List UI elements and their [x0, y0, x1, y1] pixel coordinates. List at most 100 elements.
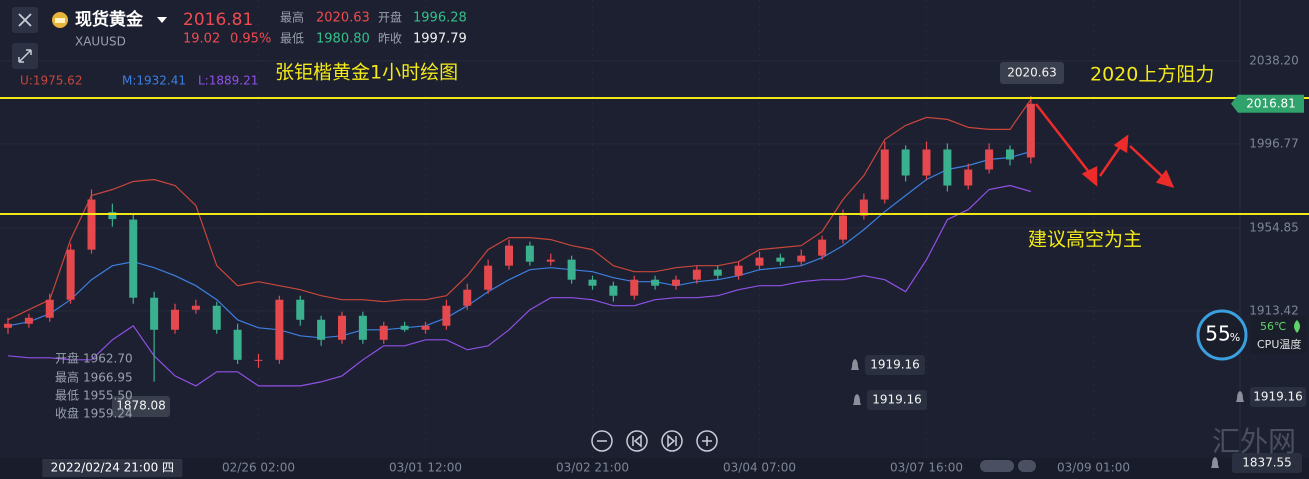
candle-body: [150, 297, 159, 330]
arrow-line: [1035, 103, 1093, 177]
zoom-out-button[interactable]: [591, 430, 613, 452]
candle-body: [191, 305, 200, 310]
scroll-start-icon: [632, 434, 642, 448]
alert-price[interactable]: 1919.16: [872, 393, 922, 407]
x-tick-label: 03/04 07:00: [723, 461, 796, 475]
pager-dot[interactable]: [1018, 460, 1036, 472]
candle-body: [275, 299, 284, 360]
x-tick-label: 02/26 02:00: [222, 461, 295, 475]
candle-body: [525, 245, 534, 262]
y-tick-label: 1996.77: [1249, 136, 1299, 150]
scroll-end-icon: [667, 434, 677, 448]
candle-body: [505, 245, 513, 266]
candle-body: [171, 309, 179, 330]
y-tick-label: 1954.85: [1249, 220, 1299, 234]
scroll-start-button[interactable]: [626, 430, 648, 452]
candle-body: [317, 319, 326, 340]
candle-body: [630, 279, 639, 296]
candle-body: [880, 149, 889, 200]
band-label: M:1932.41: [122, 74, 186, 88]
scroll-end-button[interactable]: [661, 430, 683, 452]
candle-body: [1006, 149, 1014, 160]
stat-value: 2020.63: [316, 11, 370, 26]
high-label-box: [1000, 62, 1064, 84]
alert-price[interactable]: 1837.55: [1242, 456, 1292, 470]
candle-body: [922, 149, 931, 176]
candle-body: [358, 315, 367, 340]
candle-body: [129, 219, 138, 298]
bell-icon: [851, 359, 859, 370]
bell-icon: [1211, 457, 1219, 468]
alert-price[interactable]: 1919.16: [1253, 390, 1303, 404]
cpu-widget: 55 % 56℃ CPU温度: [1196, 309, 1306, 361]
alert-price[interactable]: 1919.16: [870, 358, 920, 372]
band-label: U:1975.62: [20, 74, 82, 88]
bell-icon: [853, 394, 861, 405]
zoom-in-icon: [702, 436, 712, 446]
x-tick-label: 03/09 01:00: [1057, 461, 1130, 475]
candle-body: [463, 289, 472, 306]
x-tick-label: 03/01 12:00: [389, 461, 462, 475]
symbol-name: 现货黄金: [75, 9, 144, 30]
candle-body: [651, 279, 660, 286]
arrow-head: [1155, 169, 1175, 188]
pager-dots: [980, 460, 1036, 472]
candle-body: [4, 323, 12, 328]
band-line: [7, 99, 1032, 321]
candle-body: [776, 257, 785, 262]
cpu-temp-label: CPU温度: [1257, 337, 1301, 351]
close-icon: [18, 13, 32, 27]
arrow-head: [1113, 134, 1129, 154]
price-change-pct: 0.95%: [230, 32, 271, 47]
high-label: 2020.63: [1007, 66, 1057, 80]
alerts: 1919.16 1919.16 1919.16 1837.55: [851, 355, 1306, 473]
pager-dot[interactable]: [980, 460, 1014, 472]
gold-bar-icon: [55, 18, 65, 23]
candle-body: [254, 359, 263, 361]
candle-body: [338, 315, 346, 340]
grid: [0, 60, 1240, 312]
last-price-label: 2016.81: [1246, 96, 1296, 110]
crosshair-label: 最低: [55, 389, 79, 403]
low-label-box: [112, 396, 170, 417]
stat-label: 开盘: [378, 10, 402, 25]
candle-body: [839, 215, 847, 240]
plot: [4, 96, 1035, 387]
candle-body: [546, 259, 555, 262]
crosshair-value: 1959.24: [83, 407, 133, 421]
y-tick-label: 1913.42: [1249, 303, 1299, 317]
zoom-in-button[interactable]: [696, 430, 718, 452]
cpu-ring: [1196, 309, 1248, 361]
header: 现货黄金 XAUUSD 2016.81 19.02 0.95% 最高 2020.…: [12, 7, 467, 69]
cpu-usage: 55: [1205, 322, 1230, 346]
candle-body: [1026, 103, 1035, 158]
candle-body: [859, 199, 868, 216]
shrink-icon: [18, 49, 32, 63]
crosshair-label: 最高: [55, 370, 79, 385]
crosshair-time-label: 2022/02/24 21:00 四: [51, 461, 174, 475]
candle-body: [755, 257, 764, 266]
band-label: L:1889.21: [198, 74, 258, 88]
stat-value: 1997.79: [413, 32, 467, 47]
stat-value: 1980.80: [316, 32, 370, 47]
forecast-arrows: [1035, 103, 1175, 188]
cpu-temp-box: [1250, 316, 1306, 354]
candle-body: [108, 212, 117, 220]
bell-icon: [1236, 391, 1244, 402]
candle-body: [964, 169, 973, 186]
candle-body: [588, 279, 597, 286]
candle-body: [734, 265, 743, 276]
candle-body: [692, 269, 701, 280]
watermark: 汇外网: [1212, 425, 1296, 458]
stat-label: 最高: [280, 10, 304, 25]
nav-buttons: [591, 430, 718, 452]
alert-box: [1232, 453, 1302, 473]
low-label: 1878.08: [116, 399, 166, 413]
candle-body: [985, 149, 994, 170]
symbol-dropdown[interactable]: [157, 17, 167, 23]
candle-body: [442, 305, 451, 326]
candle-body: [45, 299, 54, 318]
crosshair-label: 开盘: [55, 351, 79, 366]
